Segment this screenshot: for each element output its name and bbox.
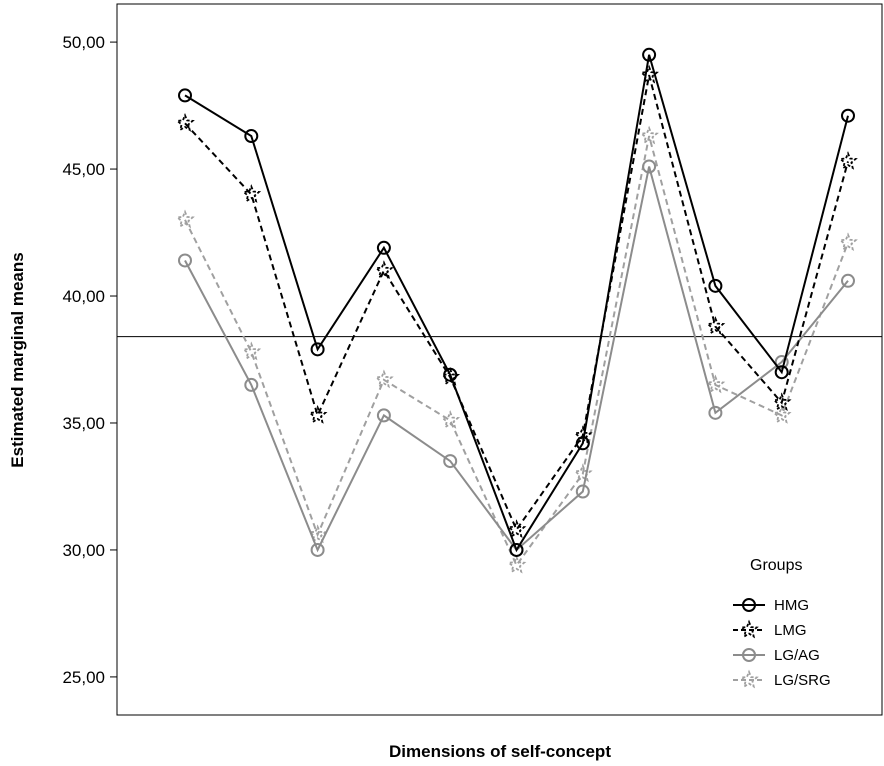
legend-label: LMG [774,622,807,639]
legend-swatch-marker [739,619,759,639]
data-point [178,88,192,103]
plot-frame [116,3,883,716]
data-point [708,405,723,420]
y-tick-label: 50,00 [62,33,105,52]
data-point [241,341,262,361]
legend-label: LG/SRG [774,672,831,689]
series-line [184,74,849,532]
data-point [639,125,659,145]
data-point [771,405,792,424]
data-point [175,209,195,229]
legend-items: HMG LMG LG/AG LG/SRG [733,597,831,689]
legend-item: LMG [733,619,807,639]
legend-item: LG/AG [733,647,820,664]
x-axis-title: Dimensions of self-concept [389,742,611,761]
series-lg-ag [178,159,855,557]
data-point [575,436,590,451]
y-tick-label: 30,00 [62,541,105,560]
data-point [307,524,328,544]
y-axis-title: Estimated marginal means [8,252,27,467]
legend-swatch-marker [742,648,756,662]
data-point [841,108,855,123]
data-point [440,410,461,429]
data-point [310,542,325,557]
legend-item: LG/SRG [733,669,831,689]
data-point [376,408,391,423]
series-line [184,166,849,553]
data-point [244,129,259,144]
series-hmg [178,47,855,557]
data-point [575,484,590,499]
legend-swatch-marker [739,669,759,689]
data-point [509,542,524,557]
data-point [443,367,458,382]
data-point [374,369,394,389]
data-point [376,240,391,255]
data-point [705,374,726,394]
legend: Groups HMG LMG LG/AG LG/SRG [733,557,831,689]
series-layer [175,47,858,574]
data-point [307,405,328,424]
data-point [506,554,527,574]
y-tick-label: 35,00 [62,414,105,433]
data-point [374,260,394,279]
data-point [705,316,726,335]
data-point [639,64,659,84]
series-line [184,135,849,568]
data-point [774,355,789,370]
data-point [244,377,259,392]
legend-label: LG/AG [774,647,820,664]
y-tick-label: 25,00 [62,668,105,687]
legend-item: HMG [733,597,809,614]
data-point [841,273,855,288]
series-lg-srg [175,125,858,574]
y-tick-label: 40,00 [62,287,105,306]
data-point [771,392,792,412]
series-line [184,54,849,553]
data-point [642,159,657,174]
data-point [838,232,858,252]
legend-label: HMG [774,597,809,614]
data-point [241,184,262,203]
legend-swatch-marker [742,598,756,612]
data-point [506,519,527,538]
data-point [310,342,325,357]
data-point [642,47,657,62]
y-tick-label: 45,00 [62,160,105,179]
legend-title: Groups [750,557,802,574]
data-point [178,253,192,268]
data-point [175,113,195,132]
series-lmg [175,64,858,538]
data-point [443,454,458,469]
y-axis: 25,00 30,00 35,00 40,00 45,00 50,00 [62,33,117,687]
data-point [708,278,723,293]
data-point [774,365,789,380]
data-point [572,463,593,483]
data-point [838,151,858,170]
